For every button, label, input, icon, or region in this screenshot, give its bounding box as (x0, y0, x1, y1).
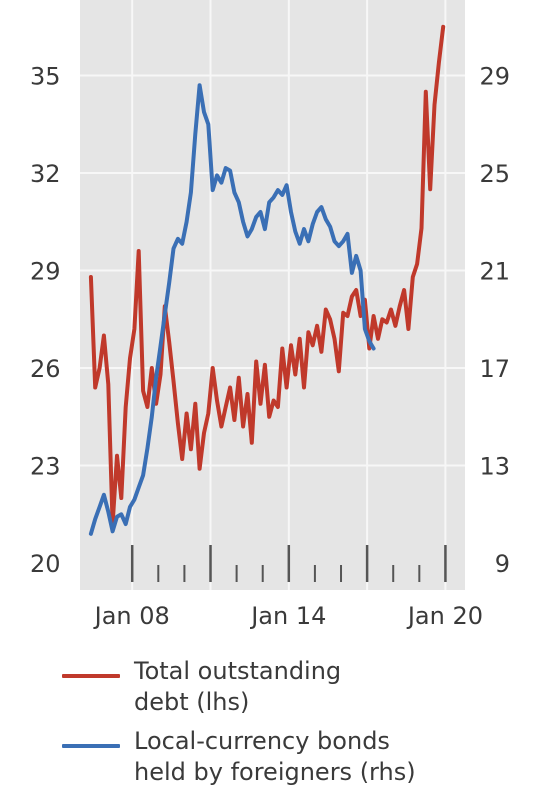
legend-swatch-bonds (62, 744, 120, 748)
right-tick-label: 21 (479, 258, 510, 286)
legend-label-bonds: Local-currency bonds held by foreigners … (134, 727, 416, 786)
left-tick-label: 32 (30, 160, 61, 188)
legend: Total outstanding debt (lhs) Local-curre… (62, 656, 532, 796)
left-tick-label: 29 (30, 258, 61, 286)
series-line-bonds (88, 83, 376, 536)
left-tick-label: 23 (30, 453, 61, 481)
left-axis-tick-labels: 20 23 26 29 32 35 (30, 63, 61, 579)
legend-item-bonds: Local-currency bonds held by foreigners … (62, 726, 532, 788)
left-tick-label: 26 (30, 355, 61, 383)
series-line-total-debt (88, 24, 446, 526)
x-tick-label: Jan 08 (93, 602, 170, 630)
x-tick-label: Jan 14 (249, 602, 326, 630)
right-tick-label: 25 (479, 160, 510, 188)
legend-item-total-debt: Total outstanding debt (lhs) (62, 656, 532, 718)
left-tick-label: 20 (30, 550, 61, 578)
right-tick-label: 29 (479, 63, 510, 91)
legend-swatch-total-debt (62, 674, 120, 678)
right-tick-label: 17 (479, 355, 510, 383)
x-axis (130, 545, 447, 582)
right-axis-tick-labels: 9 13 17 21 25 29 (479, 63, 510, 579)
gridlines (80, 0, 465, 590)
series-lines (88, 24, 446, 536)
legend-label-total-debt: Total outstanding debt (lhs) (134, 657, 342, 716)
x-axis-tick-labels: Jan 08 Jan 14 Jan 20 (93, 602, 483, 630)
x-tick-label: Jan 20 (406, 602, 483, 630)
left-tick-label: 35 (30, 63, 61, 91)
right-tick-label: 9 (495, 550, 510, 578)
right-tick-label: 13 (479, 453, 510, 481)
